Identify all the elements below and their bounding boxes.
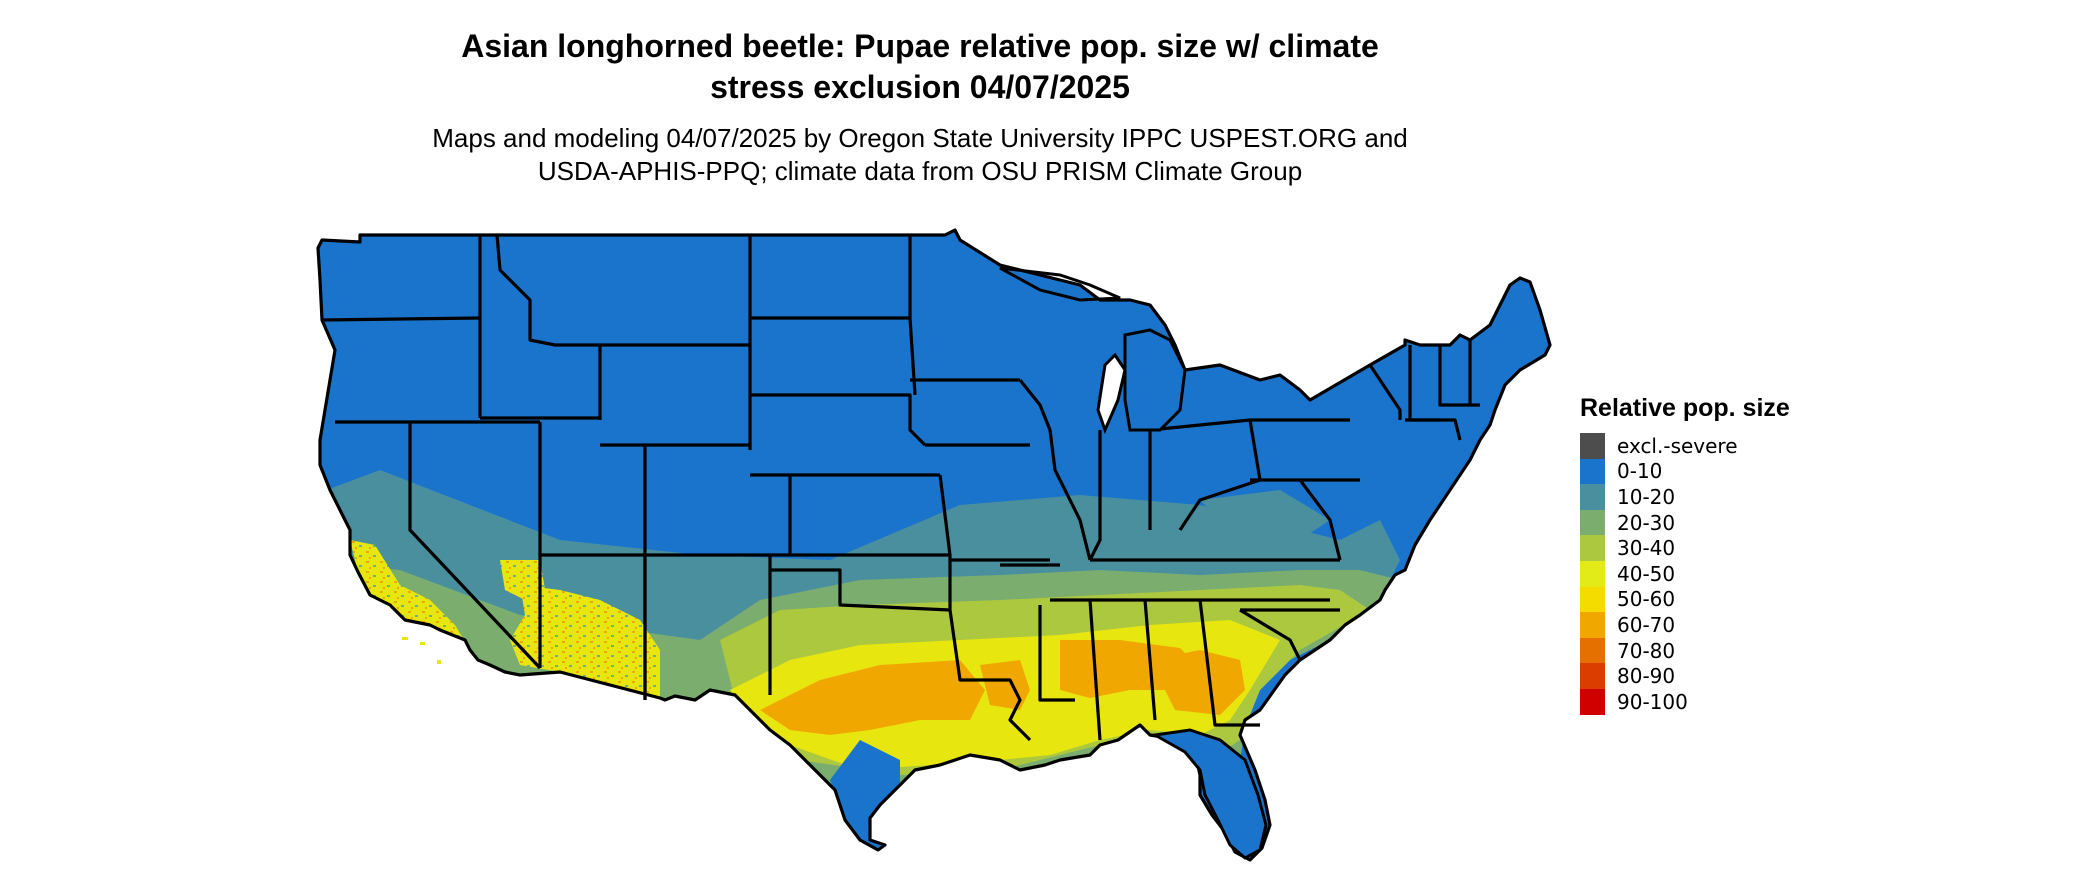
channel-islands	[402, 637, 441, 664]
legend-swatch	[1580, 663, 1605, 689]
legend-item: 40-50	[1580, 560, 1840, 587]
legend-label: 90-100	[1617, 689, 1688, 714]
legend-item: 70-80	[1580, 637, 1840, 664]
legend-label: 40-50	[1617, 561, 1676, 586]
legend-items: excl.-severe 0-10 10-20 20-30 30-40 40-50 50-6…	[1580, 433, 1840, 715]
legend-label: 70-80	[1617, 638, 1676, 663]
map-fill	[318, 230, 1550, 860]
legend-label: 20-30	[1617, 510, 1676, 535]
legend-label: 80-90	[1617, 664, 1676, 689]
us-outline	[316, 228, 1552, 862]
legend-item: 0-10	[1580, 458, 1840, 485]
zone-60-70-georgia	[1150, 650, 1245, 715]
michigan	[1123, 328, 1187, 432]
zone-midatlantic	[1200, 490, 1330, 540]
legend-label: 30-40	[1617, 536, 1676, 561]
legend-swatch	[1580, 637, 1605, 664]
zone-southwest-nevada	[500, 560, 545, 600]
zone-southwest-arizona	[510, 585, 660, 698]
map-title-line-2: stress exclusion 04/07/2025	[710, 69, 1130, 105]
legend-item: 60-70	[1580, 612, 1840, 638]
map-subtitle-line-1: Maps and modeling 04/07/2025 by Oregon S…	[432, 123, 1408, 153]
map-subtitle: Maps and modeling 04/07/2025 by Oregon S…	[360, 122, 1480, 188]
legend-label: 10-20	[1617, 484, 1676, 509]
legend-item: 10-20	[1580, 484, 1840, 510]
legend-label: 60-70	[1617, 612, 1676, 637]
legend-item: excl.-severe	[1580, 433, 1840, 459]
legend-label: excl.-severe	[1617, 433, 1738, 458]
legend-swatch	[1580, 688, 1605, 715]
lake-superior	[999, 266, 1121, 302]
legend-swatch	[1580, 535, 1605, 561]
legend-swatch	[1580, 612, 1605, 638]
legend-swatch	[1580, 433, 1605, 459]
map-subtitle-line-2: USDA-APHIS-PPQ; climate data from OSU PR…	[537, 156, 1303, 186]
legend-item: 30-40	[1580, 535, 1840, 561]
zone-60-70-texas	[760, 660, 985, 735]
zone-southwest-california	[350, 540, 470, 650]
legend-swatch	[1580, 560, 1605, 587]
map-title: Asian longhorned beetle: Pupae relative …	[360, 26, 1480, 108]
legend-swatch	[1580, 458, 1605, 485]
legend-swatch	[1580, 509, 1605, 536]
lake-michigan	[1096, 352, 1127, 435]
legend-item: 20-30	[1580, 509, 1840, 536]
map-title-line-1: Asian longhorned beetle: Pupae relative …	[461, 28, 1379, 64]
legend-item: 80-90	[1580, 663, 1840, 689]
legend-swatch	[1580, 586, 1605, 613]
great-lakes	[999, 266, 1127, 435]
legend-item: 90-100	[1580, 688, 1840, 715]
legend-item: 50-60	[1580, 586, 1840, 613]
legend-label: 0-10	[1617, 459, 1663, 484]
legend: Relative pop. size excl.-severe 0-10 10-20…	[1580, 394, 1840, 715]
legend-title: Relative pop. size	[1580, 394, 1790, 422]
state-borders	[316, 228, 1552, 862]
legend-swatch	[1580, 484, 1605, 510]
legend-label: 50-60	[1617, 587, 1676, 612]
florida-outline	[1150, 728, 1268, 860]
